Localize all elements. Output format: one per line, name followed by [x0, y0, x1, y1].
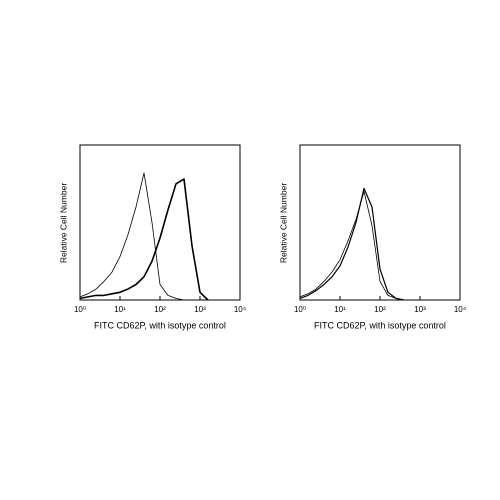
y-axis-label: Relative Cell Number [278, 183, 288, 263]
histogram-line [79, 178, 209, 301]
histogram-line [299, 187, 405, 301]
x-tick-label: 10⁰ [294, 305, 306, 314]
x-tick-label: 10² [374, 305, 386, 314]
x-tick-label: 10⁰ [74, 305, 86, 314]
x-tick-label: 10³ [194, 305, 206, 314]
y-axis-label: Relative Cell Number [58, 183, 68, 263]
plot-frame [299, 144, 461, 301]
x-tick-label: 10¹ [114, 305, 126, 314]
histogram-line [299, 191, 405, 301]
x-tick-label: 10³ [414, 305, 426, 314]
x-tick-label: 10² [154, 305, 166, 314]
plot-frame [79, 144, 241, 301]
x-axis-label: FITC CD62P, with isotype control [314, 320, 446, 330]
x-tick-label: 10⁴ [454, 305, 467, 314]
x-tick-label: 10⁴ [234, 305, 247, 314]
x-tick-label: 10¹ [334, 305, 346, 314]
histogram-line [79, 172, 185, 301]
x-axis-label: FITC CD62P, with isotype control [94, 320, 226, 330]
